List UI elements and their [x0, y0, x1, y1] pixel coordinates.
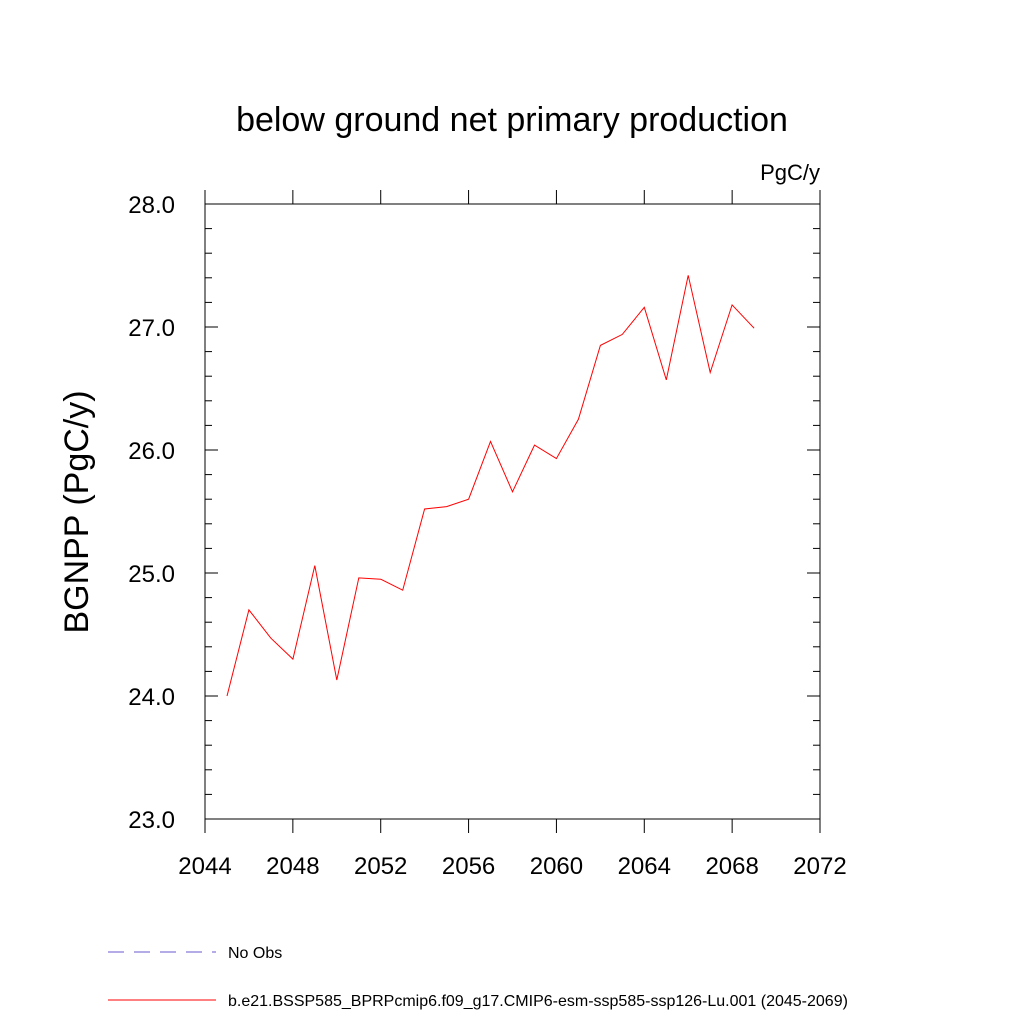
y-axis-label: BGNPP (PgC/y) [58, 390, 96, 633]
x-tick-label: 2044 [178, 853, 231, 880]
data-point [600, 345, 601, 346]
x-tick-label: 2072 [793, 853, 846, 880]
data-point [248, 609, 249, 610]
data-point [622, 334, 623, 335]
data-point [578, 419, 579, 420]
data-point [688, 275, 689, 276]
data-point [226, 695, 227, 696]
series-line [226, 275, 755, 697]
y-tick-label: 25.0 [128, 561, 175, 588]
y-tick-label: 26.0 [128, 438, 175, 465]
data-point [358, 577, 359, 578]
legend-label: No Obs [228, 945, 282, 962]
y-tick-label: 23.0 [128, 807, 175, 834]
data-point [446, 506, 447, 507]
legend: No Obs b.e21.BSSP585_BPRPcmip6.f09_g17.CM… [108, 945, 848, 1010]
plot-area: 23.0 24.0 25.0 26.0 27.0 28.0 2044 2048 2052 2056… [128, 190, 847, 880]
x-tick-label: 2064 [618, 853, 671, 880]
plot-frame [204, 203, 821, 820]
x-tick-label: 2068 [705, 853, 758, 880]
data-point [402, 590, 403, 591]
data-point [710, 372, 711, 373]
x-tick-label: 2048 [266, 853, 319, 880]
legend-label: b.e21.BSSP585_BPRPcmip6.f09_g17.CMIP6-es… [228, 993, 848, 1010]
x-tick-label: 2056 [442, 853, 495, 880]
data-point [490, 441, 491, 442]
data-point [666, 379, 667, 380]
data-point [534, 444, 535, 445]
chart-title: below ground net primary production [236, 101, 788, 139]
x-tick-label: 2060 [530, 853, 583, 880]
data-point [556, 458, 557, 459]
data-point [424, 508, 425, 509]
data-point [754, 328, 755, 329]
units-label: PgC/y [760, 160, 820, 185]
data-point [380, 579, 381, 580]
data-point [270, 638, 271, 639]
x-tick-label: 2052 [354, 853, 407, 880]
data-point [512, 491, 513, 492]
y-tick-label: 28.0 [128, 192, 175, 219]
data-point [732, 304, 733, 305]
data-point [336, 679, 337, 680]
y-tick-label: 27.0 [128, 315, 175, 342]
y-tick-label: 24.0 [128, 684, 175, 711]
data-point [468, 499, 469, 500]
data-point [292, 659, 293, 660]
data-point [644, 307, 645, 308]
data-point [314, 565, 315, 566]
